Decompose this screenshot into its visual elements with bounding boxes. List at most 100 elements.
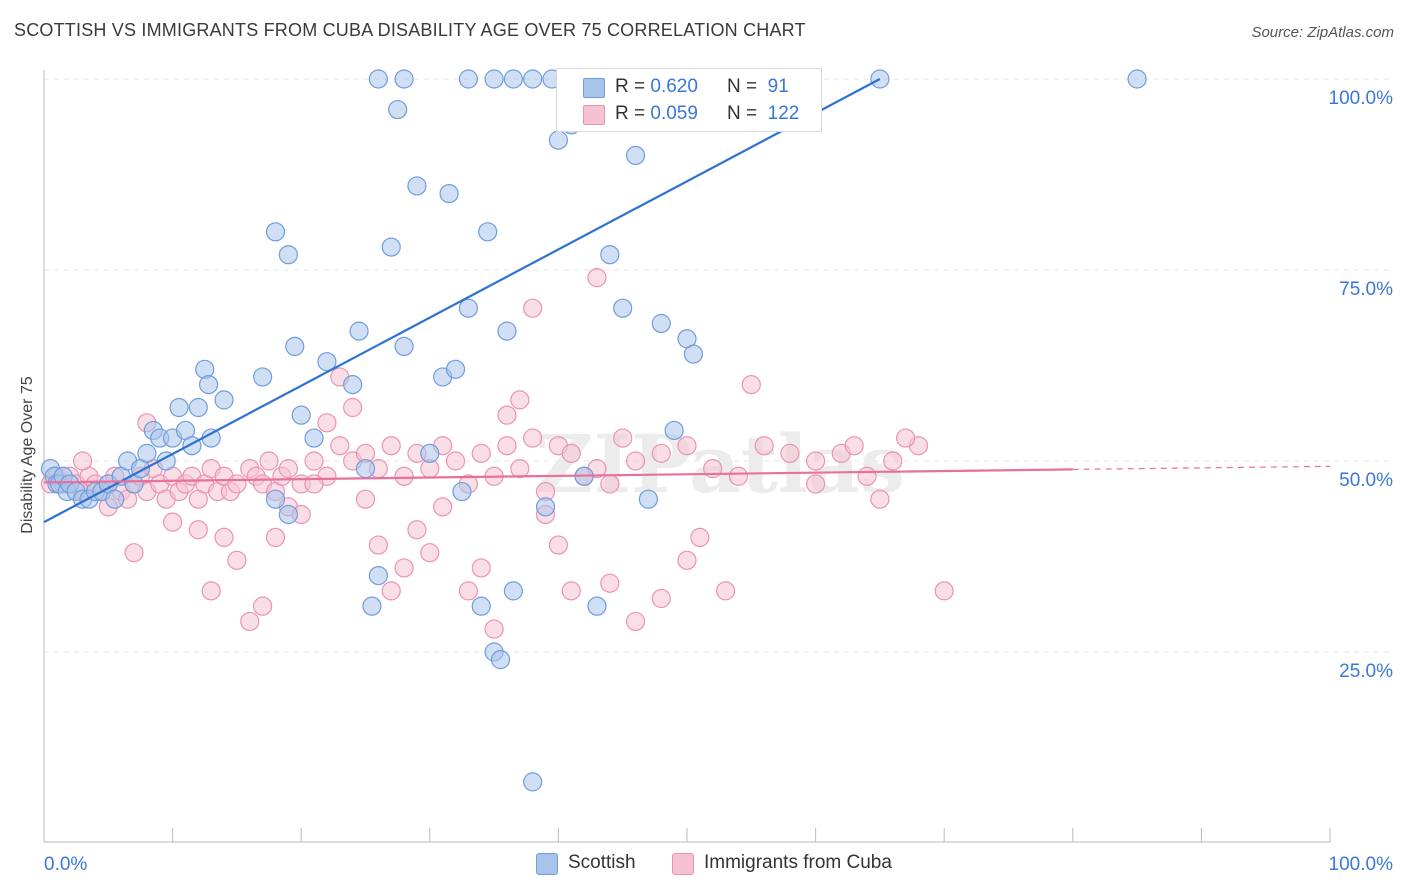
cuba-point <box>510 390 530 410</box>
scottish-point <box>278 504 298 525</box>
y-tick-label: 50.0% <box>1339 470 1393 491</box>
cuba-point <box>278 459 298 479</box>
cuba-point <box>548 535 569 555</box>
cuba-point <box>381 581 401 601</box>
scottish-point <box>587 596 607 616</box>
cuba-point <box>870 489 890 509</box>
scottish-point <box>343 375 363 395</box>
chart-source: Source: ZipAtlas.com <box>1251 24 1394 41</box>
cuba-point <box>343 397 363 418</box>
scottish-point <box>613 298 633 318</box>
legend-r-value: 0.620 <box>650 76 698 97</box>
scottish-point <box>497 321 517 341</box>
bottom-legend-label: Immigrants from Cuba <box>704 852 892 873</box>
cuba-point <box>497 405 517 425</box>
cuba-point <box>805 474 826 494</box>
cuba-point <box>304 451 324 471</box>
y-tick-label: 100.0% <box>1329 88 1394 109</box>
cuba-point <box>651 443 671 463</box>
cuba-point <box>805 451 826 471</box>
scottish-point <box>503 69 523 89</box>
cuba-point <box>523 298 543 318</box>
cuba-point <box>471 443 491 463</box>
scottish-point <box>420 443 440 463</box>
scottish-point <box>253 367 273 387</box>
cuba-point <box>677 436 697 456</box>
scottish-point <box>664 420 684 441</box>
cuba-point <box>407 520 427 540</box>
scottish-point <box>105 489 125 509</box>
correlation-legend: R = 0.620 N = 91 R = 0.059 N = 122 <box>556 68 822 132</box>
scottish-point <box>291 405 311 425</box>
x-tick-label: 100.0% <box>1329 854 1394 875</box>
legend-r-label: R = <box>615 76 646 97</box>
cuba-point <box>600 573 620 593</box>
cuba-point <box>471 558 491 578</box>
scottish-point <box>278 245 298 265</box>
scottish-point <box>478 222 498 242</box>
scottish-point <box>199 375 219 395</box>
cuba-point <box>754 436 774 456</box>
scottish-point <box>394 336 414 356</box>
cuba-point <box>715 581 736 601</box>
scottish-point <box>368 69 388 89</box>
legend-n-label: N = <box>727 103 758 124</box>
y-tick-label: 75.0% <box>1339 279 1393 300</box>
cuba-point <box>381 436 401 456</box>
axes <box>43 70 1331 843</box>
scottish-point <box>548 130 569 150</box>
cuba-point <box>741 375 761 395</box>
cuba-point <box>677 550 697 570</box>
scottish-point <box>523 69 543 89</box>
x-tick-label: 0.0% <box>44 854 87 875</box>
cuba-point <box>561 443 581 463</box>
legend-r-cuba: R = 0.059 <box>615 103 698 125</box>
cuba-point <box>72 451 93 471</box>
bottom-legend-label: Scottish <box>568 852 636 873</box>
scottish-point <box>381 237 401 257</box>
scottish-point <box>362 596 382 616</box>
cuba-point <box>690 527 710 548</box>
scottish-point <box>452 481 472 502</box>
legend-n-label: N = <box>727 76 758 97</box>
cuba-point <box>625 611 646 632</box>
cuba-point <box>625 451 646 471</box>
scottish-point <box>439 184 459 204</box>
scottish-point <box>304 428 324 448</box>
cuba-trend-line <box>43 468 1073 484</box>
cuba-point <box>355 489 376 509</box>
scottish-point <box>388 99 408 120</box>
scottish-point <box>458 69 478 89</box>
cuba-point <box>188 520 208 540</box>
scottish-point <box>484 69 504 89</box>
scottish-point <box>188 397 208 418</box>
cuba-point <box>587 268 607 288</box>
chart-title: SCOTTISH VS IMMIGRANTS FROM CUBA DISABIL… <box>14 20 806 40</box>
cuba-point <box>259 451 279 471</box>
cuba-point <box>484 619 504 639</box>
cuba-swatch-icon <box>672 853 694 875</box>
legend-r-value: 0.059 <box>650 103 698 124</box>
scottish-trend-line <box>43 78 881 524</box>
cuba-point <box>934 581 954 601</box>
scottish-point <box>407 176 427 196</box>
scottish-point <box>285 336 305 356</box>
cuba-point <box>330 436 350 456</box>
cuba-point <box>561 581 581 601</box>
scottish-point <box>355 459 376 479</box>
scottish-point <box>368 565 388 586</box>
cuba-point <box>883 451 903 471</box>
scottish-point <box>214 390 234 410</box>
scottish-point <box>445 359 466 379</box>
scottish-point <box>503 581 523 601</box>
scottish-point <box>625 145 646 165</box>
cuba-point <box>253 596 273 616</box>
cuba-point <box>651 588 671 609</box>
trend-lines <box>43 78 1331 524</box>
cuba-point <box>304 474 324 494</box>
scottish-point <box>265 222 286 242</box>
legend-swatch-scottish <box>583 78 605 98</box>
scottish-point <box>169 397 189 418</box>
legend-r-scottish: R = 0.620 <box>615 76 698 98</box>
scottish-point <box>265 489 286 509</box>
